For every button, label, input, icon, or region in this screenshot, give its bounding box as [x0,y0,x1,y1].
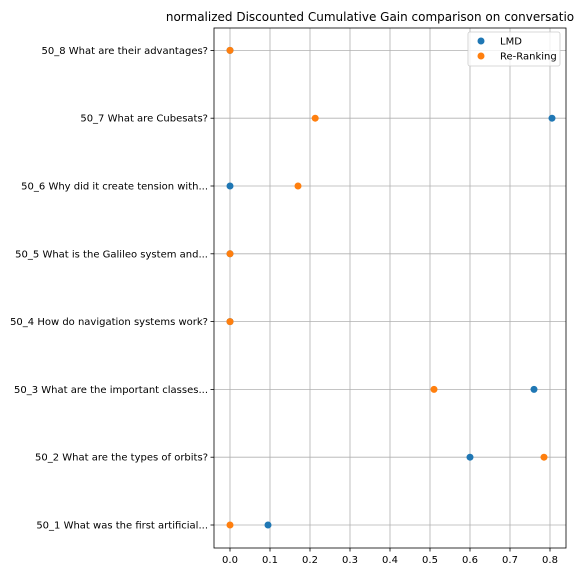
y-tick-label: 50_7 What are Cubesats? [80,114,208,125]
plot-frame [213,27,567,549]
grid [214,28,566,548]
data-point-re-ranking [311,114,319,122]
data-point-lmd [530,385,538,393]
legend-label-lmd: LMD [500,37,522,48]
x-tick-label: 0.6 [462,555,478,566]
legend-label-reranking: Re-Ranking [500,52,557,63]
legend-marker-lmd [477,37,485,45]
data-point-re-ranking [226,521,234,529]
x-tick-label: 0.3 [342,555,358,566]
x-tick-label: 0.5 [422,555,438,566]
data-point-lmd [226,182,234,190]
data-point-re-ranking [226,250,234,258]
x-tick-label: 0.8 [542,555,558,566]
data-point-re-ranking [430,385,438,393]
legend-marker-reranking [477,52,485,60]
y-tick-label: 50_2 What are the types of orbits? [35,453,208,464]
legend-box [467,31,561,67]
data-point-lmd [264,521,272,529]
chart-title: normalized Discounted Cumulative Gain co… [166,10,574,24]
y-tick-label: 50_8 What are their advantages? [42,46,208,57]
x-tick-label: 0.7 [502,555,518,566]
data-point-re-ranking [226,318,234,326]
y-tick-label: 50_4 How do navigation systems work? [10,317,208,328]
x-tick-label: 0.2 [302,555,318,566]
data-point-lmd [466,453,474,461]
data-point-lmd [548,114,556,122]
y-axis-ticks: 50_1 What was the first artificial... 50_… [10,46,214,532]
y-tick-label: 50_1 What was the first artificial... [36,521,208,532]
x-tick-label: 0.0 [222,555,238,566]
data-points [226,46,556,529]
y-tick-label: 50_6 Why did it create tension with... [21,182,208,193]
y-tick-label: 50_3 What are the important classes... [14,385,208,396]
x-axis-ticks: 0.0 0.1 0.2 0.3 0.4 0.5 0.6 0.7 0.8 [222,548,558,566]
legend: LMD Re-Ranking [467,31,561,67]
x-tick-label: 0.1 [262,555,278,566]
data-point-re-ranking [294,182,302,190]
y-tick-label: 50_5 What is the Galileo system and... [15,249,208,260]
data-point-re-ranking [540,453,548,461]
data-point-re-ranking [226,46,234,54]
x-tick-label: 0.4 [382,555,398,566]
